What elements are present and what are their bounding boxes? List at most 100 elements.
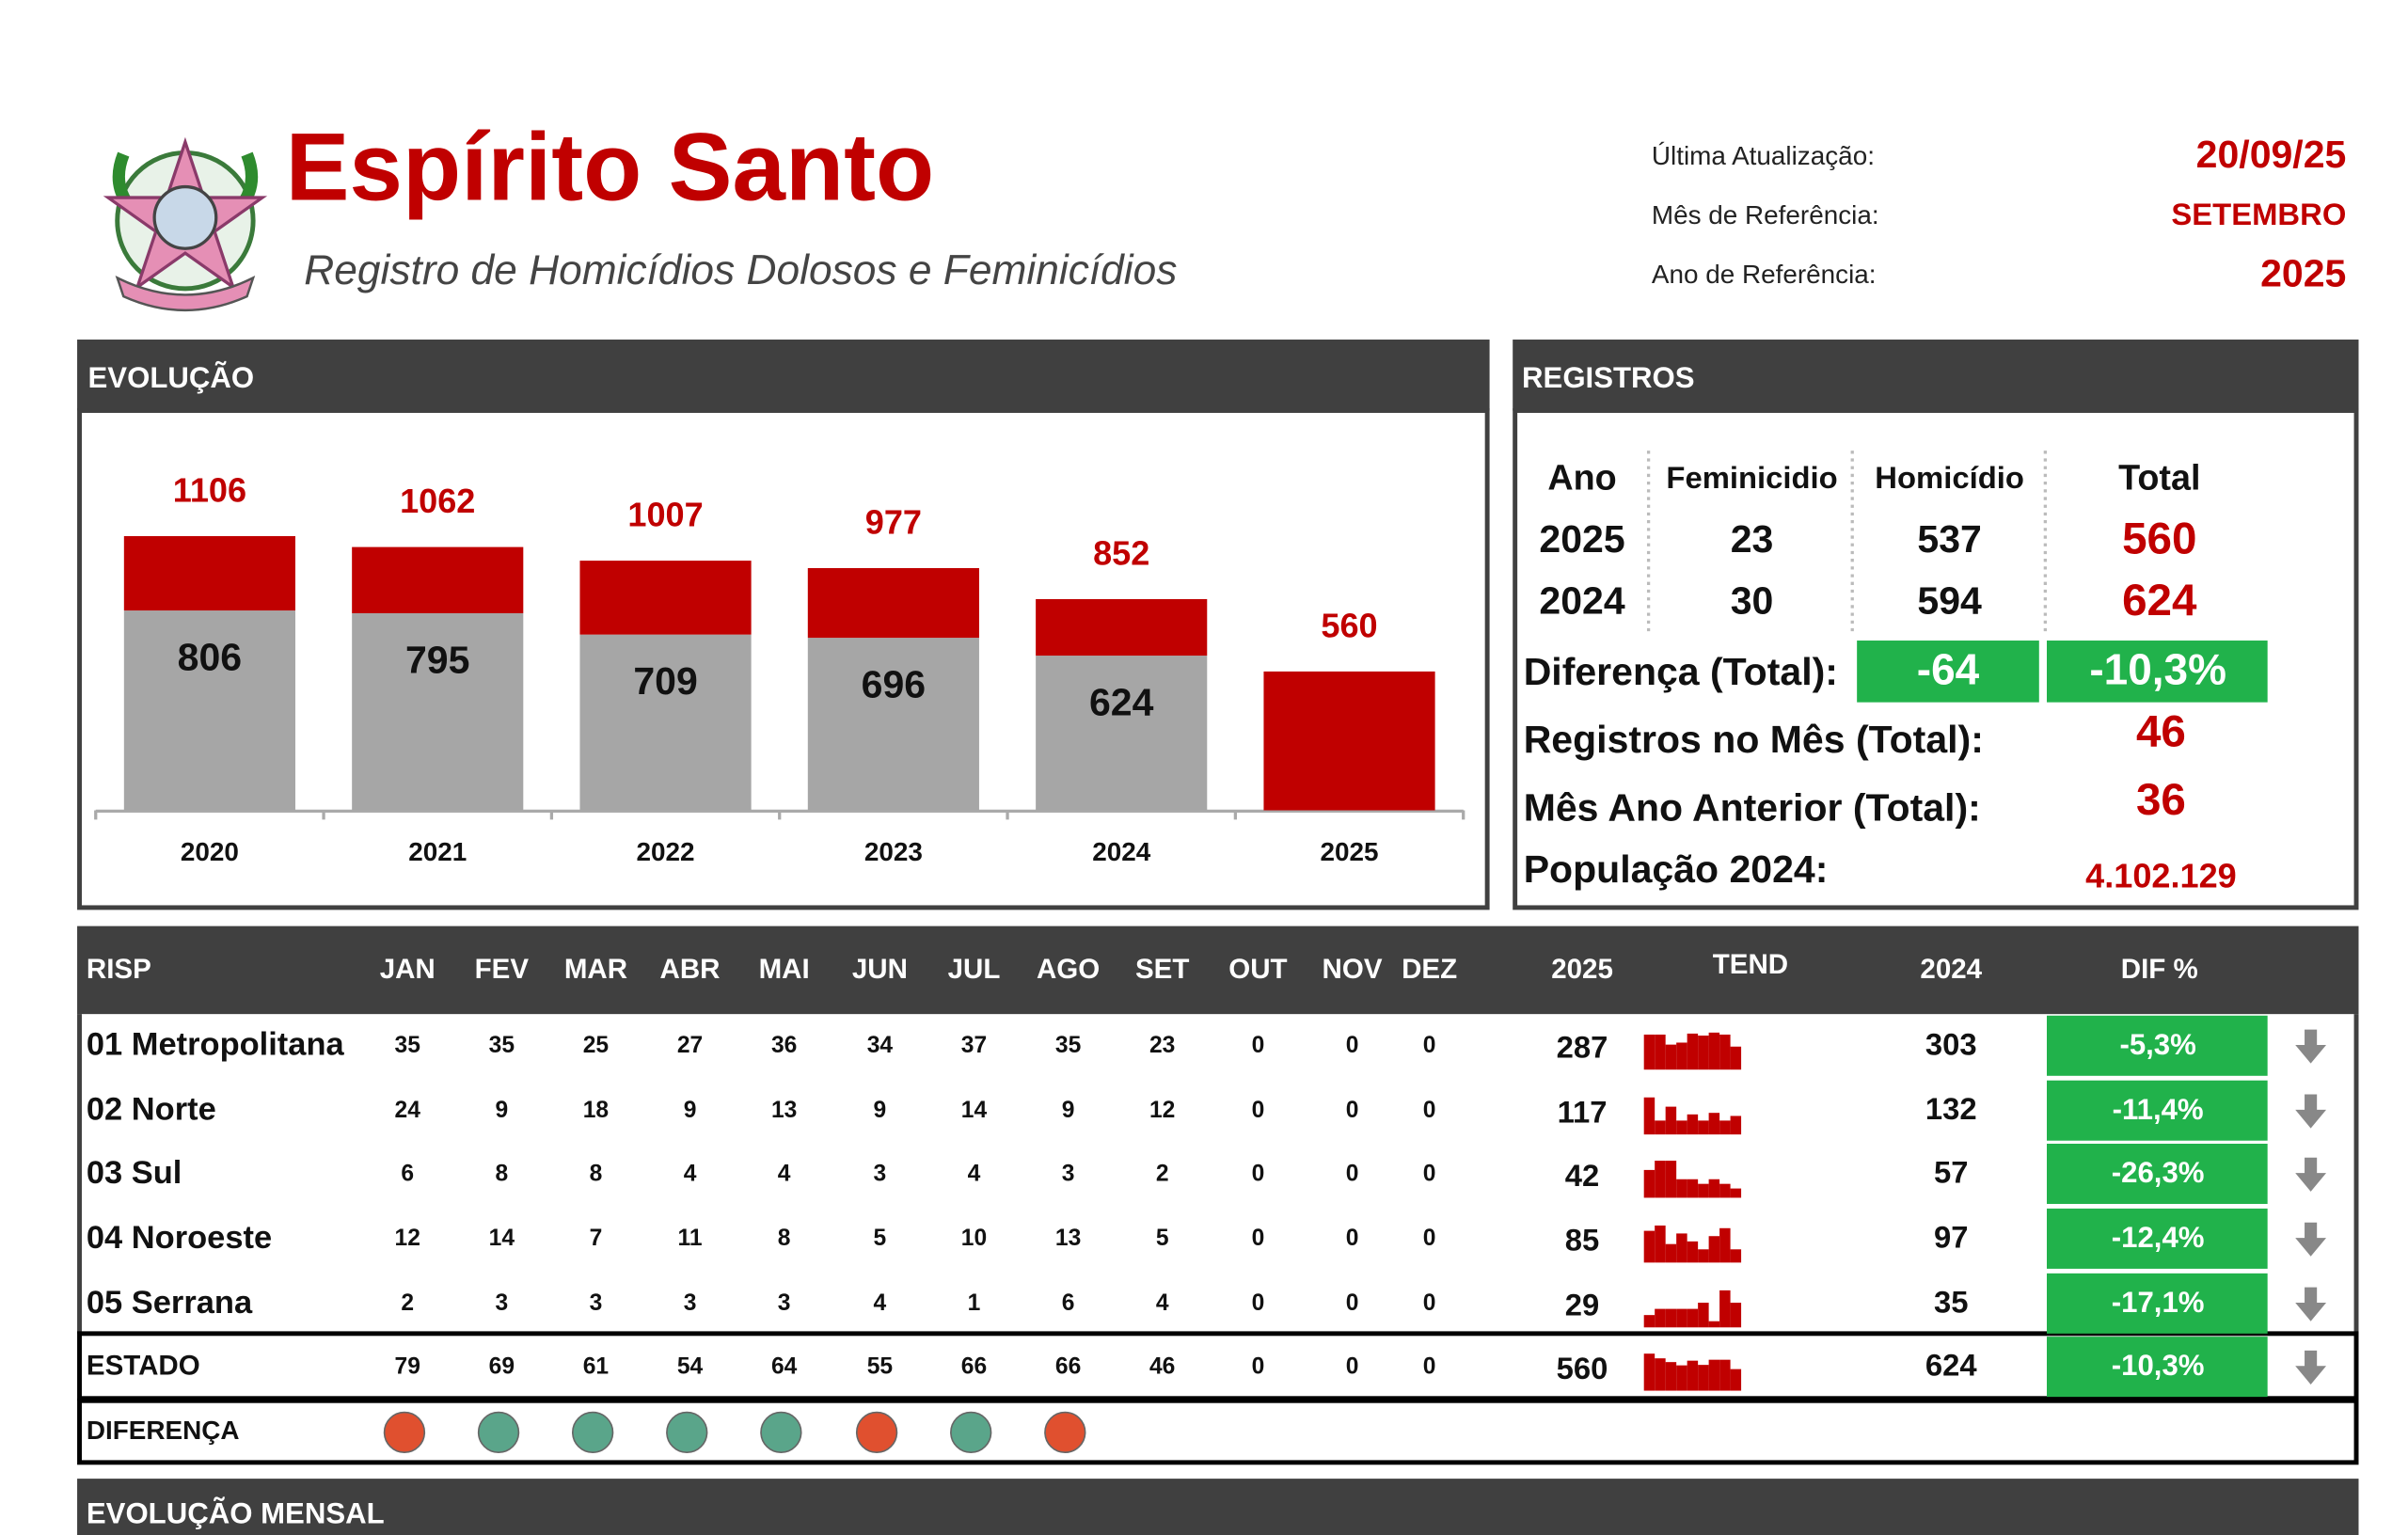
logo bbox=[103, 136, 268, 312]
info-value: SETEMBRO bbox=[2171, 197, 2346, 231]
cell: 0 bbox=[1252, 1033, 1265, 1058]
cell: 13 bbox=[1055, 1226, 1081, 1251]
bar-segment bbox=[123, 536, 295, 611]
col-header: Ano bbox=[1547, 457, 1616, 497]
row-label: Mês Ano Anterior (Total): bbox=[1524, 785, 1981, 829]
bar-label: 709 bbox=[633, 659, 697, 703]
page-title: Espírito Santo bbox=[286, 113, 935, 220]
cell: 24 bbox=[395, 1098, 421, 1123]
bar-segment bbox=[1036, 598, 1208, 657]
sparkline-bar bbox=[1643, 1230, 1656, 1263]
cell-total: 560 bbox=[1557, 1351, 1608, 1385]
cell: 0 bbox=[1252, 1226, 1265, 1251]
col-header: FEV bbox=[475, 954, 530, 985]
cell: 46 bbox=[1149, 1353, 1175, 1379]
info-label: Última Atualização: bbox=[1652, 141, 1875, 170]
cell: 2 bbox=[1156, 1161, 1169, 1186]
panel-title: EVOLUÇÃO bbox=[88, 361, 255, 394]
info-label: Mês de Referência: bbox=[1652, 200, 1879, 229]
row-name: DIFERENÇA bbox=[87, 1416, 240, 1445]
cell: 0 bbox=[1346, 1033, 1359, 1058]
sparkline-bar bbox=[1698, 1036, 1709, 1070]
cell: 18 bbox=[583, 1098, 609, 1123]
sparkline-bar bbox=[1719, 1034, 1731, 1070]
sparkline-bar bbox=[1730, 1188, 1742, 1198]
cell: 36 bbox=[771, 1033, 797, 1058]
dif-value: -26,3% bbox=[2112, 1156, 2205, 1189]
sparkline-bar bbox=[1676, 1179, 1687, 1198]
dif-box bbox=[2047, 1208, 2268, 1269]
cell: 3 bbox=[495, 1290, 508, 1316]
col-header: JAN bbox=[380, 954, 436, 985]
col-header: ABR bbox=[660, 954, 721, 985]
sparkline-bar bbox=[1655, 1358, 1666, 1391]
sparkline-bar bbox=[1655, 1161, 1666, 1198]
sparkline-bar bbox=[1719, 1183, 1731, 1198]
sparkline-bar bbox=[1676, 1308, 1687, 1328]
bar-segment bbox=[807, 638, 979, 811]
cell: 9 bbox=[874, 1098, 887, 1123]
cell: 25 bbox=[583, 1033, 609, 1058]
sparkline-bar bbox=[1687, 1179, 1699, 1198]
arrow-icon bbox=[2295, 1287, 2327, 1321]
row-label: Registros no Mês (Total): bbox=[1524, 718, 1984, 761]
sparkline-bar bbox=[1643, 1169, 1656, 1198]
sparkline-bar bbox=[1665, 1362, 1677, 1391]
bar-segment bbox=[807, 568, 979, 639]
sparkline-bar bbox=[1698, 1365, 1709, 1391]
col-header: DEZ bbox=[1402, 954, 1457, 985]
cell: 0 bbox=[1423, 1033, 1436, 1058]
sparkline-bar bbox=[1687, 1360, 1699, 1391]
sparkline-bar bbox=[1676, 1233, 1687, 1263]
cell: 624 bbox=[2122, 576, 2197, 625]
cell: 11 bbox=[678, 1226, 703, 1251]
panel-header bbox=[1513, 340, 2359, 411]
sparkline-bar bbox=[1665, 1308, 1677, 1328]
cell: 0 bbox=[1423, 1353, 1436, 1379]
row-border bbox=[77, 1331, 2359, 1401]
bar-segment bbox=[352, 546, 524, 613]
row-name: 05 Serrana bbox=[87, 1285, 253, 1321]
sparkline-bar bbox=[1655, 1034, 1666, 1070]
cell: 2024 bbox=[1539, 578, 1624, 622]
cell: 0 bbox=[1346, 1098, 1359, 1123]
cell: 0 bbox=[1252, 1098, 1265, 1123]
bar-label: 624 bbox=[1089, 680, 1154, 723]
bar-segment bbox=[123, 610, 295, 811]
sparkline-bar bbox=[1719, 1359, 1731, 1391]
status-dot bbox=[950, 1411, 992, 1454]
cell-total: 624 bbox=[1925, 1348, 1977, 1383]
cell: 0 bbox=[1252, 1161, 1265, 1186]
sparkline-bar bbox=[1730, 1046, 1742, 1070]
cell: 23 bbox=[1149, 1033, 1175, 1058]
total-label: 560 bbox=[1321, 607, 1377, 645]
cell: 6 bbox=[401, 1161, 414, 1186]
cell: 64 bbox=[771, 1353, 798, 1379]
cell: 7 bbox=[590, 1226, 603, 1251]
cell: 8 bbox=[495, 1161, 508, 1186]
cell: 0 bbox=[1346, 1161, 1359, 1186]
cell: 0 bbox=[1346, 1226, 1359, 1251]
cell: 560 bbox=[2122, 514, 2196, 564]
x-tick-label: 2024 bbox=[1092, 837, 1151, 866]
dif-value: -17,1% bbox=[2112, 1286, 2205, 1319]
sparkline-bar bbox=[1643, 1034, 1656, 1070]
sparkline-bar bbox=[1687, 1241, 1699, 1263]
sparkline-bar bbox=[1719, 1227, 1731, 1263]
highlight-box bbox=[1857, 641, 2039, 703]
cell: 69 bbox=[489, 1353, 515, 1379]
row-label: População 2024: bbox=[1524, 847, 1829, 891]
dif-box bbox=[2047, 1015, 2268, 1076]
cell: 594 bbox=[1917, 578, 1982, 622]
dif-box bbox=[2047, 1337, 2268, 1398]
row-value: 4.102.129 bbox=[2085, 856, 2237, 894]
total-label: 1007 bbox=[627, 496, 703, 534]
cell-total: 42 bbox=[1565, 1158, 1600, 1193]
status-dot bbox=[855, 1411, 898, 1454]
cell: 0 bbox=[1346, 1353, 1359, 1379]
col-header: MAI bbox=[759, 954, 810, 985]
cell: 35 bbox=[489, 1033, 515, 1058]
col-header: Feminicidio bbox=[1666, 460, 1837, 495]
cell: 54 bbox=[677, 1353, 704, 1379]
sparkline-bar bbox=[1698, 1303, 1709, 1328]
